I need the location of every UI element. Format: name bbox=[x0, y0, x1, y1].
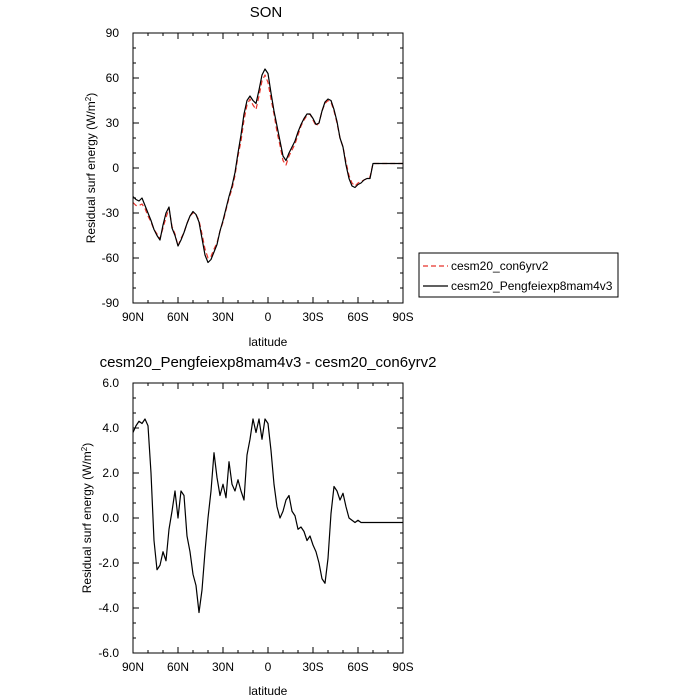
legend-label-pengfeiexp8mam4v3: cesm20_Pengfeiexp8mam4v3 bbox=[451, 279, 613, 293]
y-axis-label-top-close: ) bbox=[84, 93, 98, 97]
panel-top: SON 90N 60N 30N 0 30S 60S 90S -90-60-300306090… bbox=[84, 4, 414, 349]
y-tick-label: 6.0 bbox=[102, 376, 119, 390]
y-tick-label: 2.0 bbox=[102, 466, 119, 480]
y-axis-label-bottom-close: ) bbox=[80, 443, 94, 447]
bottom-series-group bbox=[132, 418, 403, 614]
x-tick-label: 30S bbox=[302, 660, 323, 674]
series-line-cesm20-con6yrv2 bbox=[132, 74, 403, 259]
y-axis-label-bottom-main: Residual surf energy (W/m bbox=[80, 451, 94, 593]
y-tick-label: 90 bbox=[106, 26, 120, 40]
x-tick-label: 60N bbox=[167, 310, 189, 324]
bottom-x-ticks: 90N 60N 30N 0 30S 60S 90S bbox=[122, 383, 414, 674]
x-tick-label: 60S bbox=[347, 310, 368, 324]
x-tick-label: 90N bbox=[122, 310, 144, 324]
x-axis-label-bottom: latitude bbox=[249, 684, 288, 698]
x-tick-label: 60N bbox=[167, 660, 189, 674]
chart-title-top: SON bbox=[250, 4, 283, 21]
y-axis-label-top-main: Residual surf energy (W/m bbox=[84, 101, 98, 243]
x-tick-label: 90S bbox=[392, 660, 413, 674]
y-axis-label-bottom-sup: 2 bbox=[80, 446, 89, 451]
y-tick-label: -60 bbox=[102, 251, 120, 265]
y-tick-label: 0.0 bbox=[102, 511, 119, 525]
y-axis-label-bottom: Residual surf energy (W/m2) bbox=[80, 443, 95, 594]
panel-bottom: cesm20_Pengfeiexp8mam4v3 - cesm20_con6yr… bbox=[80, 354, 437, 698]
legend-frame bbox=[418, 252, 619, 298]
x-tick-label: 30S bbox=[302, 310, 323, 324]
y-tick-label: -2.0 bbox=[98, 556, 119, 570]
x-axis-label-top: latitude bbox=[249, 335, 288, 349]
top-y-ticks: -90 -60 -30 0 30 60 90 bbox=[102, 26, 403, 310]
chart-title-bottom: cesm20_Pengfeiexp8mam4v3 - cesm20_con6yr… bbox=[100, 354, 437, 371]
x-tick-label: 0 bbox=[265, 660, 272, 674]
legend-label-con6yrv2: cesm20_con6yrv2 bbox=[451, 259, 549, 273]
x-tick-label: 0 bbox=[265, 310, 272, 324]
y-tick-label: -90 bbox=[102, 296, 120, 310]
series-line-cesm20-pengfeiexp8mam4v3 bbox=[132, 68, 403, 264]
x-tick-label: 60S bbox=[347, 660, 368, 674]
y-tick-label: -4.0 bbox=[98, 601, 119, 615]
legend: cesm20_con6yrv2 cesm20_Pengfeiexp8mam4v3 bbox=[418, 252, 619, 298]
x-tick-label: 30N bbox=[212, 310, 234, 324]
y-axis-label-top-sup: 2 bbox=[84, 96, 93, 101]
y-tick-label: 30 bbox=[106, 116, 120, 130]
y-tick-label: -30 bbox=[102, 206, 120, 220]
y-axis-label-top: Residual surf energy (W/m2) bbox=[84, 93, 99, 244]
y-tick-label: -6.0 bbox=[98, 646, 119, 660]
y-tick-label: 60 bbox=[106, 71, 120, 85]
x-tick-label: 90N bbox=[122, 660, 144, 674]
top-x-ticks: 90N 60N 30N 0 30S 60S 90S bbox=[122, 33, 414, 324]
series-line-difference-0 bbox=[132, 418, 403, 614]
x-tick-label: 30N bbox=[212, 660, 234, 674]
x-tick-label: 90S bbox=[392, 310, 413, 324]
bottom-y-ticks: -6.0 -4.0 -2.0 0.0 2.0 4.0 6.0 bbox=[98, 376, 403, 660]
y-tick-label: 0 bbox=[112, 161, 119, 175]
top-series-group bbox=[132, 68, 403, 264]
y-tick-label: 4.0 bbox=[102, 421, 119, 435]
